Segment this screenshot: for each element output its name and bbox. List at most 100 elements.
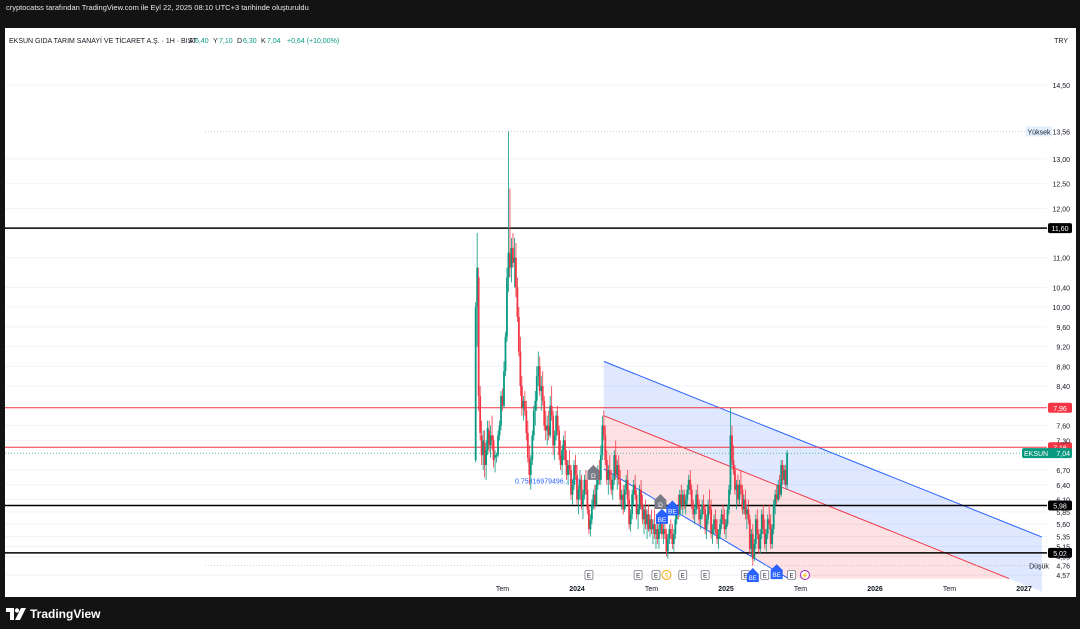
candle-body (634, 484, 637, 495)
last-price-tag (1022, 448, 1072, 459)
candle-body (635, 494, 638, 515)
candle-body (552, 415, 555, 446)
candle-body (641, 504, 644, 520)
candle-body (512, 247, 514, 263)
candles-layer (474, 131, 788, 566)
price-tick-label: 13,00 (1052, 157, 1070, 164)
earnings-marker (770, 564, 783, 580)
candle-body (710, 509, 712, 535)
chart-area[interactable]: 0.75816979496...929 D D BE BE BE E E E S E E E BE E E ⚡… (5, 28, 1076, 597)
price-tick-label: 10,40 (1052, 285, 1070, 292)
level-price-text: 7,96 (1053, 406, 1067, 413)
candle-body (684, 499, 687, 505)
event-text: E (703, 574, 707, 580)
candle-body (540, 386, 543, 391)
event-e-icon (787, 570, 796, 580)
candle-body (516, 287, 519, 317)
candle-body (509, 252, 511, 268)
candle-body (765, 534, 768, 544)
candle-body (619, 479, 622, 500)
event-e-icon (584, 570, 594, 580)
tradingview-wordmark: TradingView (30, 607, 101, 621)
candle-body (786, 453, 788, 485)
candle-body (720, 514, 723, 525)
marker-text: BE (772, 572, 781, 579)
candle-body (625, 479, 628, 490)
candle-body (589, 519, 592, 530)
footer-bar: TradingView (0, 599, 1080, 629)
candle-body (728, 489, 730, 510)
candle-body (666, 539, 669, 552)
candle-body (553, 435, 556, 446)
event-text: E (654, 574, 658, 580)
ohlc-label: A (189, 38, 194, 45)
tradingview-logo-icon (6, 608, 26, 620)
candle-body (644, 509, 647, 525)
candle-body (750, 534, 753, 549)
candle-body (778, 484, 781, 495)
candle-body (529, 460, 532, 475)
candle-body (698, 504, 701, 520)
candle-body (696, 494, 699, 505)
tradingview-brand[interactable]: TradingView (6, 606, 100, 622)
time-tick-label: 2026 (867, 586, 883, 593)
candle-body (528, 457, 531, 475)
candle-body (532, 410, 535, 436)
candle-body (491, 435, 493, 441)
level-price-tag (1048, 500, 1072, 511)
high-label: Yüksek (1028, 129, 1051, 136)
event-text: E (790, 574, 794, 580)
candle-body (492, 440, 495, 461)
price-tick-label: 9,60 (1056, 325, 1070, 332)
high-label-bg (1026, 126, 1052, 137)
candle-body (522, 400, 525, 409)
candle-body (751, 534, 754, 559)
candle-body (693, 509, 696, 515)
candle-body (672, 534, 675, 544)
candle-body (662, 529, 665, 535)
candle-body (577, 489, 580, 500)
level-price-text: 5,02 (1053, 551, 1067, 558)
time-tick-label: Tem (943, 586, 956, 593)
candle-body (534, 400, 537, 411)
candle-body (734, 469, 736, 490)
candle-body (549, 405, 552, 436)
symbol-header: EKSUN GIDA TARIM SANAYİ VE TİCARET A.Ş. … (9, 36, 1068, 45)
time-axis: Tem 2024 Tem 2025 Tem 2026 Tem 2027 (496, 586, 1032, 593)
price-tick-label: 8,80 (1056, 364, 1070, 371)
candle-body (550, 405, 553, 416)
chart-credit-text: cryptocatss tarafından TradingView.com i… (6, 3, 309, 12)
price-tick-label: 7,30 (1056, 438, 1070, 445)
ohlc-label: K (261, 38, 266, 45)
candle-body (665, 534, 668, 552)
candle-body (687, 479, 690, 490)
candle-body (543, 400, 546, 426)
candle-body (500, 395, 502, 426)
time-tick-label: Tem (794, 586, 807, 593)
candle-body (652, 524, 654, 530)
event-e-icon (651, 570, 661, 580)
event-bolt-icon (799, 570, 810, 580)
price-change: +0,64 (+10,00%) (287, 38, 339, 45)
candle-body (520, 386, 523, 409)
candle-body (620, 494, 623, 500)
candle-body (689, 479, 692, 490)
candle-body (732, 460, 735, 470)
candle-body (602, 425, 605, 436)
event-e-icon (678, 570, 688, 580)
candle-body (622, 494, 625, 510)
candle-body (632, 484, 635, 495)
candle-body (638, 489, 641, 510)
dividend-marker (587, 464, 600, 480)
candle-body (699, 514, 702, 520)
candle-body (762, 514, 765, 530)
candle-body (523, 400, 526, 411)
candle-body (702, 504, 705, 510)
low-value: 4,76 (1056, 564, 1070, 571)
ohlc-label: D (237, 38, 242, 45)
candle-body (775, 494, 778, 500)
candle-body (719, 524, 721, 535)
candle-body (526, 432, 529, 458)
